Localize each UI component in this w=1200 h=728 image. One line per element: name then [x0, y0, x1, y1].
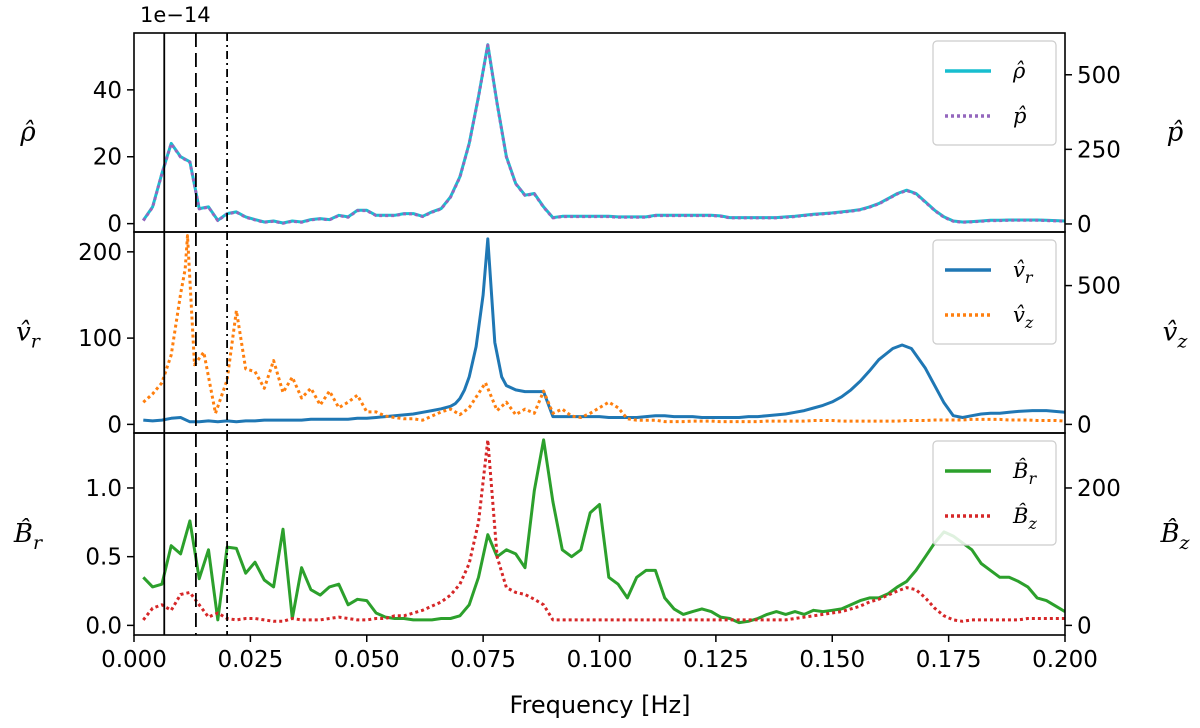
ytick-label-right: 250 [1077, 137, 1121, 163]
ytick-label-right: 0 [1077, 412, 1092, 438]
xtick-label: 0.100 [567, 647, 633, 673]
legend-label: v̂r [1013, 258, 1034, 287]
ylabel-right-1: p̂ [1167, 118, 1184, 148]
ytick-label-left: 0.5 [85, 545, 122, 571]
ytick-label-right: 200 [1077, 476, 1121, 502]
ytick-label-left: 0.0 [85, 613, 122, 639]
legend-3: B̂r B̂z [932, 440, 1057, 546]
series-line-1-2 [142, 43, 1065, 225]
series-line-2-1 [143, 237, 1065, 424]
ytick-label-left: 1.0 [85, 476, 122, 502]
ytick-label-left: 20 [93, 145, 122, 171]
xtick-label: 0.050 [334, 647, 400, 673]
ylabel-left-3: B̂r [13, 518, 44, 554]
legend-1: ρ̂ p̂ [932, 40, 1057, 146]
series-line-2-2 [142, 234, 1065, 424]
series-line-3-2 [142, 438, 1065, 623]
ytick-label-right: 0 [1077, 613, 1092, 639]
legend-box [932, 440, 1057, 546]
ytick-label-left: 100 [78, 326, 122, 352]
ytick-label-left: 0 [107, 412, 122, 438]
xtick-label: 0.075 [450, 647, 516, 673]
xtick-label: 0.025 [217, 647, 283, 673]
ytick-label-right: 500 [1077, 274, 1121, 300]
x-offset-label: 1e−14 [140, 3, 211, 27]
xtick-label: 0.000 [101, 647, 167, 673]
ytick-label-right: 0 [1077, 212, 1092, 238]
ytick-label-left: 40 [93, 78, 122, 104]
ylabel-left-2: v̂r [16, 318, 42, 353]
legend-label: ρ̂ [1012, 59, 1026, 83]
xtick-label: 0.125 [683, 647, 749, 673]
ylabel-right-2: v̂z [1163, 318, 1189, 353]
panel-2: 0 100 200 0 500 v̂r v̂z [78, 231, 1121, 438]
ytick-label-left: 0 [107, 212, 122, 238]
xtick-label: 0.150 [799, 647, 865, 673]
legend-box [932, 239, 1057, 345]
series-line-1-1 [142, 43, 1065, 225]
xtick-label: 0.200 [1032, 647, 1098, 673]
xtick-label: 0.175 [916, 647, 982, 673]
ylabel-left-1: ρ̂ [19, 118, 36, 148]
legend-box [932, 40, 1057, 146]
panel-1: 0 20 40 0 250 500 ρ̂ p̂ [93, 32, 1121, 238]
ytick-label-left: 200 [78, 240, 122, 266]
legend-label: v̂z [1013, 303, 1034, 332]
panel-frame [133, 432, 1066, 636]
legend-label: B̂r [1012, 459, 1037, 488]
ylabel-right-3: B̂z [1159, 518, 1190, 554]
x-axis-title: Frequency [Hz] [510, 691, 691, 719]
panel-frame [133, 231, 1066, 434]
legend-label: p̂ [1013, 104, 1026, 128]
panel-3: 0.0 0.5 1.0 0 200 B̂r B̂z [85, 432, 1121, 639]
legend-label: B̂z [1012, 504, 1037, 533]
legend-2: v̂r v̂z [932, 239, 1057, 345]
series-line-3-1 [142, 438, 1065, 625]
ytick-label-right: 500 [1077, 63, 1121, 89]
